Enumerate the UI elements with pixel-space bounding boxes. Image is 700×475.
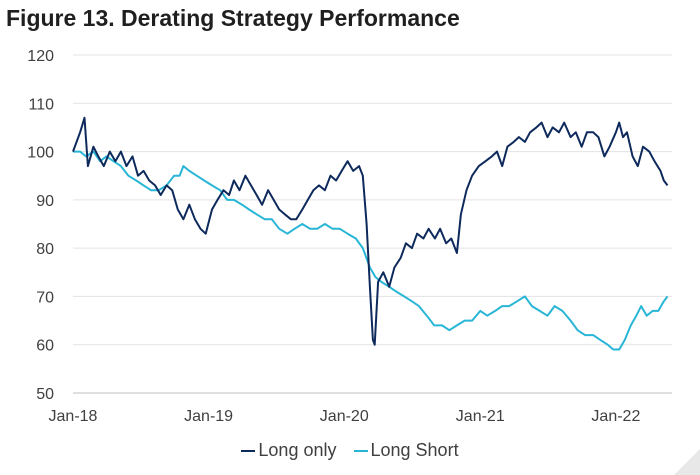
- x-tick-label: Jan-19: [184, 408, 233, 425]
- legend-label: Long Short: [370, 440, 459, 460]
- series-lines: [72, 116, 669, 351]
- series-line-long-only: [72, 116, 669, 346]
- legend-label: Long only: [258, 440, 337, 460]
- y-tick-label: 70: [36, 289, 54, 306]
- legend-item-long-short: Long Short: [353, 440, 459, 461]
- corner-watermark: [674, 449, 700, 475]
- legend-swatch: [241, 450, 256, 453]
- y-tick-label: 60: [36, 338, 54, 355]
- y-tick-label: 120: [27, 48, 54, 65]
- legend-item-long-only: Long only: [241, 440, 336, 461]
- y-tick-label: 50: [36, 386, 54, 403]
- legend: Long only Long Short: [0, 440, 700, 461]
- x-tick-label: Jan-22: [591, 408, 640, 425]
- y-tick-label: 80: [36, 241, 54, 258]
- y-tick-label: 100: [27, 145, 54, 162]
- x-tick-label: Jan-21: [456, 408, 505, 425]
- x-tick-label: Jan-20: [320, 408, 369, 425]
- y-tick-label: 110: [28, 96, 54, 113]
- x-axis-tick-labels: Jan-18 Jan-19 Jan-20 Jan-21 Jan-22: [49, 408, 641, 425]
- legend-swatch: [353, 450, 368, 453]
- y-tick-label: 90: [36, 193, 54, 210]
- y-axis-tick-labels: 50 60 70 80 90 100 110 120: [27, 48, 54, 403]
- gridlines: [73, 54, 672, 346]
- chart-title: Figure 13. Derating Strategy Performance: [6, 5, 460, 31]
- series-line-long-short: [73, 150, 669, 351]
- x-tick-label: Jan-18: [49, 408, 98, 425]
